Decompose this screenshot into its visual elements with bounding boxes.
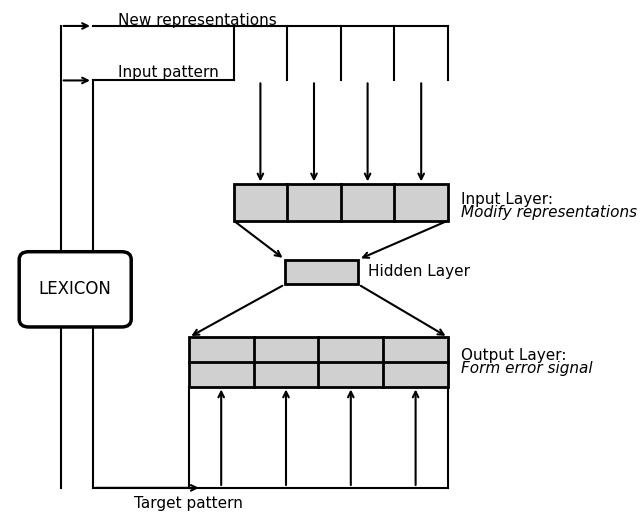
Text: LEXICON: LEXICON (39, 280, 111, 298)
Text: Hidden Layer: Hidden Layer (368, 265, 470, 279)
Bar (189, 337, 448, 387)
Text: Form error signal: Form error signal (461, 361, 593, 376)
Text: Input pattern: Input pattern (118, 65, 219, 80)
Text: Modify representations: Modify representations (461, 206, 637, 220)
FancyBboxPatch shape (19, 252, 131, 327)
Text: Output Layer:: Output Layer: (461, 348, 566, 363)
Text: Input Layer:: Input Layer: (461, 193, 553, 207)
Text: New representations: New representations (118, 13, 277, 28)
Bar (234, 184, 448, 221)
Text: Target pattern: Target pattern (134, 496, 243, 511)
Bar (285, 260, 358, 284)
